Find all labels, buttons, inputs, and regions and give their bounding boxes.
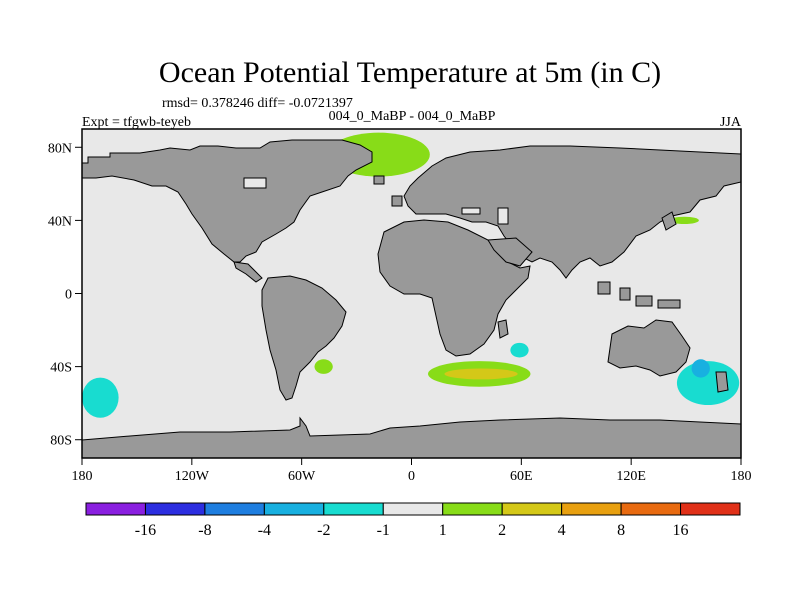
land-eurasia [403, 145, 741, 279]
anomaly-south-atlantic-indian-core [444, 368, 518, 380]
land-north-america [82, 139, 373, 263]
colorbar-label: 4 [558, 522, 566, 539]
land-masses [82, 139, 741, 458]
chart-title: Ocean Potential Temperature at 5m (in C) [159, 56, 661, 89]
anomaly-south-pacific-west [82, 377, 119, 418]
colorbar-label: 8 [617, 522, 625, 539]
colorbar-label: -16 [135, 522, 156, 539]
land-central-america [233, 261, 263, 283]
colorbar-label: -8 [198, 522, 211, 539]
colorbar-bin [144, 502, 206, 516]
colorbar-bin [323, 502, 384, 516]
x-tick-label: 180 [72, 469, 93, 484]
x-tick-label: 120E [616, 469, 646, 484]
colorbar-label: 16 [673, 522, 689, 539]
y-tick-label: 0 [65, 288, 72, 303]
season-label: JJA [720, 115, 742, 130]
colorbar-bin [263, 502, 325, 516]
colorbar-bin [85, 502, 146, 516]
anomaly-tasman-sea-core [691, 359, 710, 378]
x-tick-label: 60E [510, 469, 533, 484]
y-tick-label: 40S [50, 361, 72, 376]
y-tick-label: 80S [50, 434, 72, 449]
land-antarctica [82, 416, 741, 458]
colorbar-bin [680, 502, 741, 516]
colorbar-label: -4 [258, 522, 271, 539]
colorbar-bin [501, 502, 563, 516]
colorbar-bin [204, 502, 265, 516]
colorbar-label: 1 [439, 522, 447, 539]
colorbar-bin [442, 502, 503, 516]
land-africa [377, 219, 531, 357]
colorbar-bin [561, 502, 622, 516]
y-tick-label: 40N [48, 214, 72, 229]
colorbar-label: -1 [377, 522, 390, 539]
x-tick-label: 120W [175, 469, 210, 484]
experiment-label: Expt = tfgwb-teyeb [82, 115, 191, 130]
land-south-america [261, 275, 347, 401]
x-tick-label: 0 [408, 469, 415, 484]
stats-text: rmsd= 0.378246 diff= -0.0721397 [162, 96, 353, 111]
x-tick-label: 60W [288, 469, 316, 484]
y-tick-label: 80N [48, 141, 72, 156]
land-australia [607, 319, 691, 377]
colorbar-label: -2 [317, 522, 330, 539]
anomaly-north-pacific [669, 216, 699, 225]
comparison-label: 004_0_MaBP - 004_0_MaBP [329, 109, 496, 124]
anomaly-south-indian-patch [510, 342, 529, 358]
colorbar-label: 2 [498, 522, 506, 539]
colorbar-bin [382, 502, 444, 516]
x-tick-label: 180 [731, 469, 752, 484]
colorbar-bin [620, 502, 682, 516]
anomaly-argentine-basin [314, 359, 333, 374]
